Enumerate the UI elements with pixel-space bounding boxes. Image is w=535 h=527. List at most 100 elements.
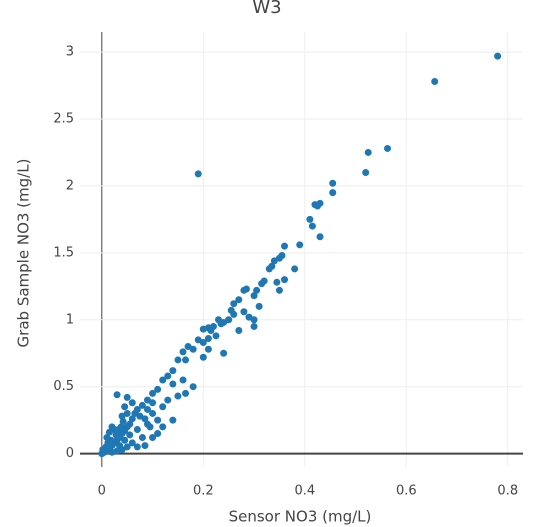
point	[265, 265, 273, 273]
chart-title: W3	[252, 0, 281, 18]
point	[108, 448, 116, 456]
point	[204, 335, 212, 343]
x-tick-label: 0.4	[294, 484, 315, 499]
point	[112, 431, 120, 439]
point	[207, 326, 215, 334]
point	[117, 423, 125, 431]
x-tick-label: 0	[98, 484, 106, 499]
y-tick-label: 3	[66, 45, 74, 60]
point	[128, 399, 136, 407]
point	[118, 412, 126, 420]
point	[189, 383, 197, 391]
point	[329, 179, 337, 187]
point	[253, 286, 261, 294]
point	[255, 302, 263, 310]
point	[164, 396, 172, 404]
point	[154, 416, 162, 424]
point	[159, 376, 167, 384]
y-tick-label: 1.5	[53, 245, 74, 260]
point	[220, 349, 228, 357]
x-tick-label: 0.6	[396, 484, 417, 499]
point	[204, 345, 212, 353]
point	[169, 380, 177, 388]
point	[250, 292, 258, 300]
point	[133, 443, 141, 451]
point	[128, 439, 136, 447]
point	[179, 348, 187, 356]
point	[169, 367, 177, 375]
point	[194, 170, 202, 178]
point	[250, 322, 258, 330]
point	[230, 300, 238, 308]
y-tick-label: 2	[66, 178, 74, 193]
point	[431, 78, 439, 86]
point	[308, 222, 316, 230]
y-tick-label: 0.5	[53, 379, 74, 394]
point	[149, 434, 157, 442]
point	[258, 280, 266, 288]
point	[189, 345, 197, 353]
x-tick-label: 0.8	[497, 484, 518, 499]
point	[121, 403, 129, 411]
point	[273, 278, 281, 286]
point	[235, 326, 243, 334]
point	[138, 434, 146, 442]
point	[121, 436, 129, 444]
point	[194, 336, 202, 344]
point	[146, 423, 154, 431]
point	[242, 285, 250, 293]
point	[182, 356, 190, 364]
point	[174, 356, 182, 364]
point	[154, 430, 162, 438]
point	[113, 391, 121, 399]
point	[494, 52, 502, 60]
point	[169, 416, 177, 424]
point	[199, 353, 207, 361]
point	[316, 233, 324, 241]
point	[296, 241, 304, 249]
point	[215, 316, 223, 324]
point	[182, 389, 190, 397]
point	[108, 423, 116, 431]
point	[306, 215, 314, 223]
y-tick-label: 0	[66, 446, 74, 461]
y-tick-label: 2.5	[53, 112, 74, 127]
point	[174, 392, 182, 400]
point	[164, 372, 172, 380]
point	[159, 423, 167, 431]
point	[329, 189, 337, 197]
point	[103, 434, 111, 442]
point	[270, 257, 278, 265]
point	[159, 403, 167, 411]
point	[128, 415, 136, 423]
point	[154, 385, 162, 393]
point	[126, 431, 134, 439]
point	[179, 376, 187, 384]
point	[362, 169, 370, 177]
y-axis-label: Grab Sample NO3 (mg/L)	[15, 159, 33, 348]
point	[281, 276, 289, 284]
point	[235, 296, 243, 304]
x-tick-label: 0.2	[193, 484, 214, 499]
point	[278, 252, 286, 260]
x-axis-label: Sensor NO3 (mg/L)	[229, 508, 372, 526]
point	[119, 417, 127, 425]
point	[313, 202, 321, 210]
y-tick-label: 1	[66, 312, 74, 327]
point	[384, 144, 392, 152]
point	[138, 401, 146, 409]
point	[116, 442, 124, 450]
point	[149, 389, 157, 397]
point	[123, 393, 131, 401]
point	[143, 405, 151, 413]
point	[212, 332, 220, 340]
point	[149, 399, 157, 407]
point	[281, 242, 289, 250]
point	[149, 409, 157, 417]
point	[364, 148, 372, 156]
point	[141, 415, 149, 423]
point	[291, 265, 299, 273]
point	[199, 325, 207, 333]
point	[141, 442, 149, 450]
